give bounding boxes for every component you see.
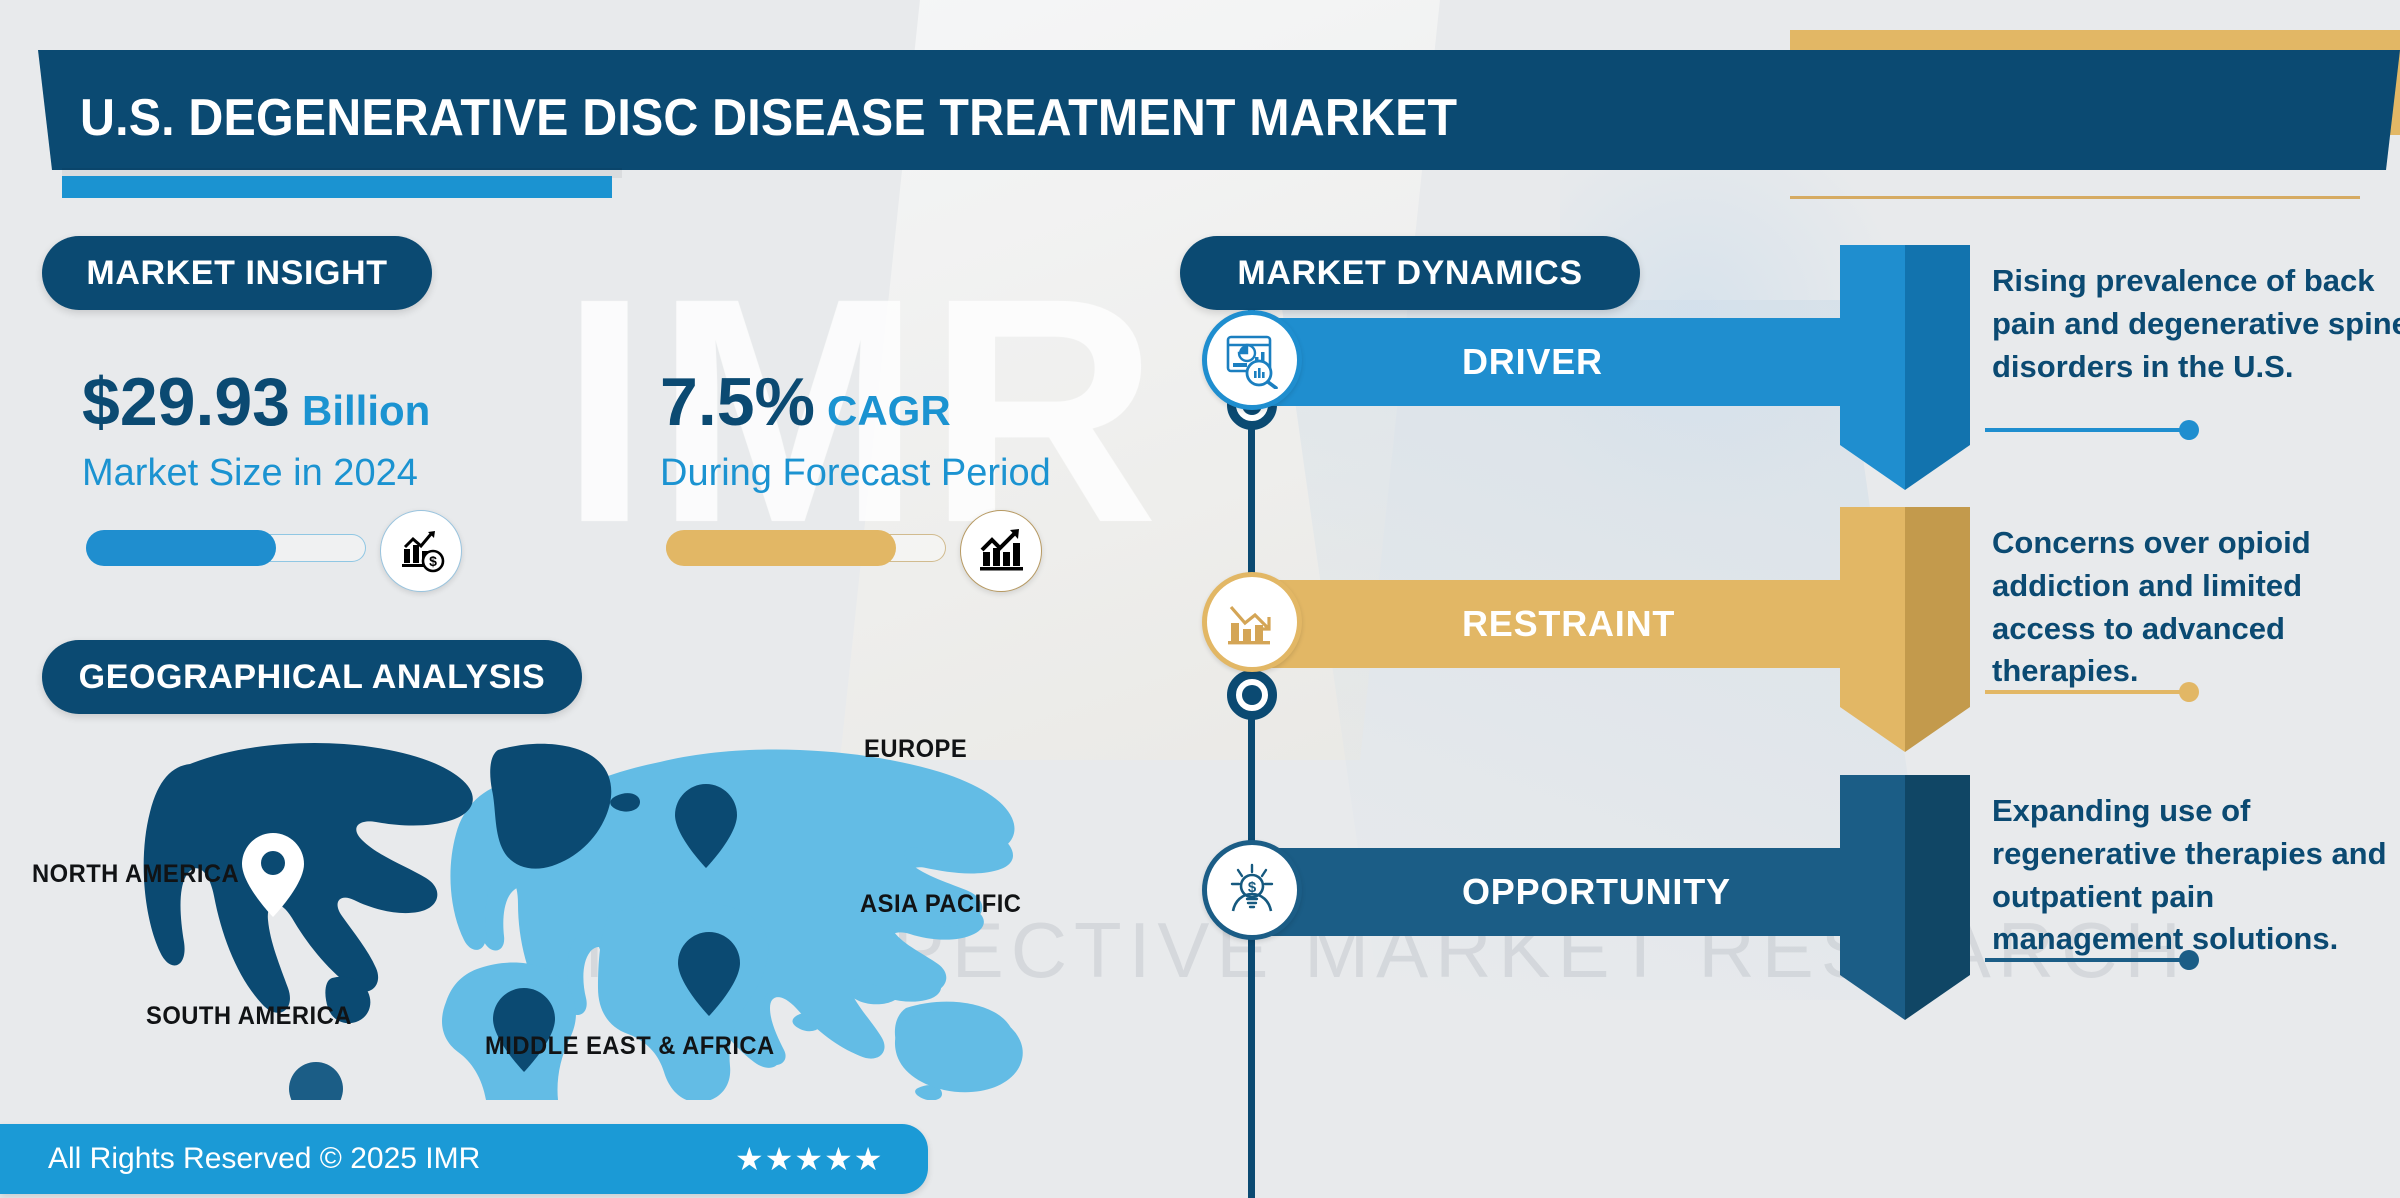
- footer-bar: All Rights Reserved © 2025 IMR ★★★★★: [0, 1124, 928, 1194]
- kpi-cagr-caption: During Forecast Period: [660, 452, 1051, 494]
- header-blue-accent: [62, 176, 612, 198]
- rating-stars: ★★★★★: [735, 1141, 884, 1177]
- chart-magnifier-icon: [1202, 310, 1302, 410]
- kpi-market-size-unit: Billion: [301, 387, 431, 434]
- world-map: [100, 730, 1160, 1100]
- header-bar: [38, 50, 2400, 170]
- kpi-cagr-value: 7.5%: [660, 364, 815, 440]
- restraint-band: RESTRAINT: [1250, 580, 1886, 668]
- region-label-europe: EUROPE: [864, 735, 968, 763]
- pin-asia-pacific: [678, 932, 740, 1016]
- dynamics-item-restraint: RESTRAINT Concerns over opioid addiction…: [1180, 507, 2400, 752]
- region-label-asia-pacific: ASIA PACIFIC: [860, 890, 1022, 918]
- opportunity-ribbon-arrow: [1840, 775, 1970, 1020]
- pin-europe: [675, 784, 737, 868]
- restraint-label: RESTRAINT: [1462, 603, 1676, 644]
- kpi-market-size: $29.93 Billion Market Size in 2024: [82, 368, 430, 492]
- opportunity-underline-dot: [2179, 950, 2199, 970]
- dynamics-item-driver: DRIVER Rising prevalenc: [1180, 245, 2400, 490]
- region-label-north-america: NORTH AMERICA: [32, 860, 240, 888]
- timeline-spine: [1248, 300, 1255, 1198]
- region-label-south-america: SOUTH AMERICA: [146, 1002, 352, 1030]
- restraint-band-body: [1250, 580, 1886, 668]
- restraint-underline-dot: [2179, 682, 2199, 702]
- progress-fill: [666, 530, 896, 566]
- geographical-analysis-heading: GEOGRAPHICAL ANALYSIS: [42, 640, 582, 714]
- page-title: U.S. DEGENERATIVE DISC DISEASE TREATMENT…: [80, 89, 1458, 147]
- header-accent-shadow: [62, 168, 622, 178]
- dynamics-item-opportunity: OPPORTUNITY $: [1180, 775, 2400, 1020]
- market-size-progress-bar: [86, 530, 366, 566]
- market-insight-heading: MARKET INSIGHT: [42, 236, 432, 310]
- driver-label: DRIVER: [1462, 341, 1603, 382]
- svg-text:$: $: [429, 553, 437, 569]
- opportunity-band-body: [1250, 848, 1886, 936]
- header-gold-line: [1790, 196, 2360, 199]
- driver-underline-dot: [2179, 420, 2199, 440]
- kpi-cagr: 7.5% CAGR During Forecast Period: [660, 368, 1051, 492]
- restraint-description: Concerns over opioid addiction and limit…: [1992, 525, 2311, 689]
- pin-middle-east-africa: [493, 988, 555, 1072]
- svg-text:$: $: [1248, 879, 1257, 896]
- restraint-underline: [1985, 682, 2199, 702]
- growth-arrow-chart-icon: [960, 510, 1042, 592]
- market-dynamics-section: DRIVER Rising prevalenc: [1180, 245, 2400, 1198]
- driver-description: Rising prevalence of back pain and degen…: [1992, 263, 2400, 384]
- kpi-market-size-value: $29.93: [82, 364, 290, 440]
- opportunity-band: OPPORTUNITY: [1250, 848, 1886, 936]
- declining-bar-chart-icon: [1202, 572, 1302, 672]
- kpi-cagr-unit: CAGR: [827, 387, 951, 434]
- bar-chart-dollar-icon: $: [380, 510, 462, 592]
- driver-underline: [1985, 420, 2199, 440]
- pin-north-america: [242, 833, 304, 917]
- driver-band-body: [1250, 318, 1886, 406]
- lightbulb-dollar-icon: $: [1202, 840, 1302, 940]
- pin-south-america: [289, 1062, 343, 1100]
- cagr-progress-bar: [666, 530, 946, 566]
- map-north-america-highlight: [143, 742, 640, 1024]
- market-dynamics-heading: MARKET DYNAMICS: [1180, 236, 1640, 310]
- map-pins: [242, 784, 740, 1100]
- opportunity-label: OPPORTUNITY: [1462, 871, 1731, 912]
- region-label-middle-east-africa: MIDDLE EAST & AFRICA: [485, 1032, 775, 1060]
- opportunity-description: Expanding use of regenerative therapies …: [1992, 793, 2387, 957]
- copyright-text: All Rights Reserved © 2025 IMR: [48, 1142, 481, 1175]
- progress-fill: [86, 530, 276, 566]
- driver-band: DRIVER: [1250, 318, 1886, 406]
- timeline-node: [1227, 670, 1277, 720]
- opportunity-underline: [1985, 950, 2199, 970]
- kpi-market-size-caption: Market Size in 2024: [82, 452, 418, 494]
